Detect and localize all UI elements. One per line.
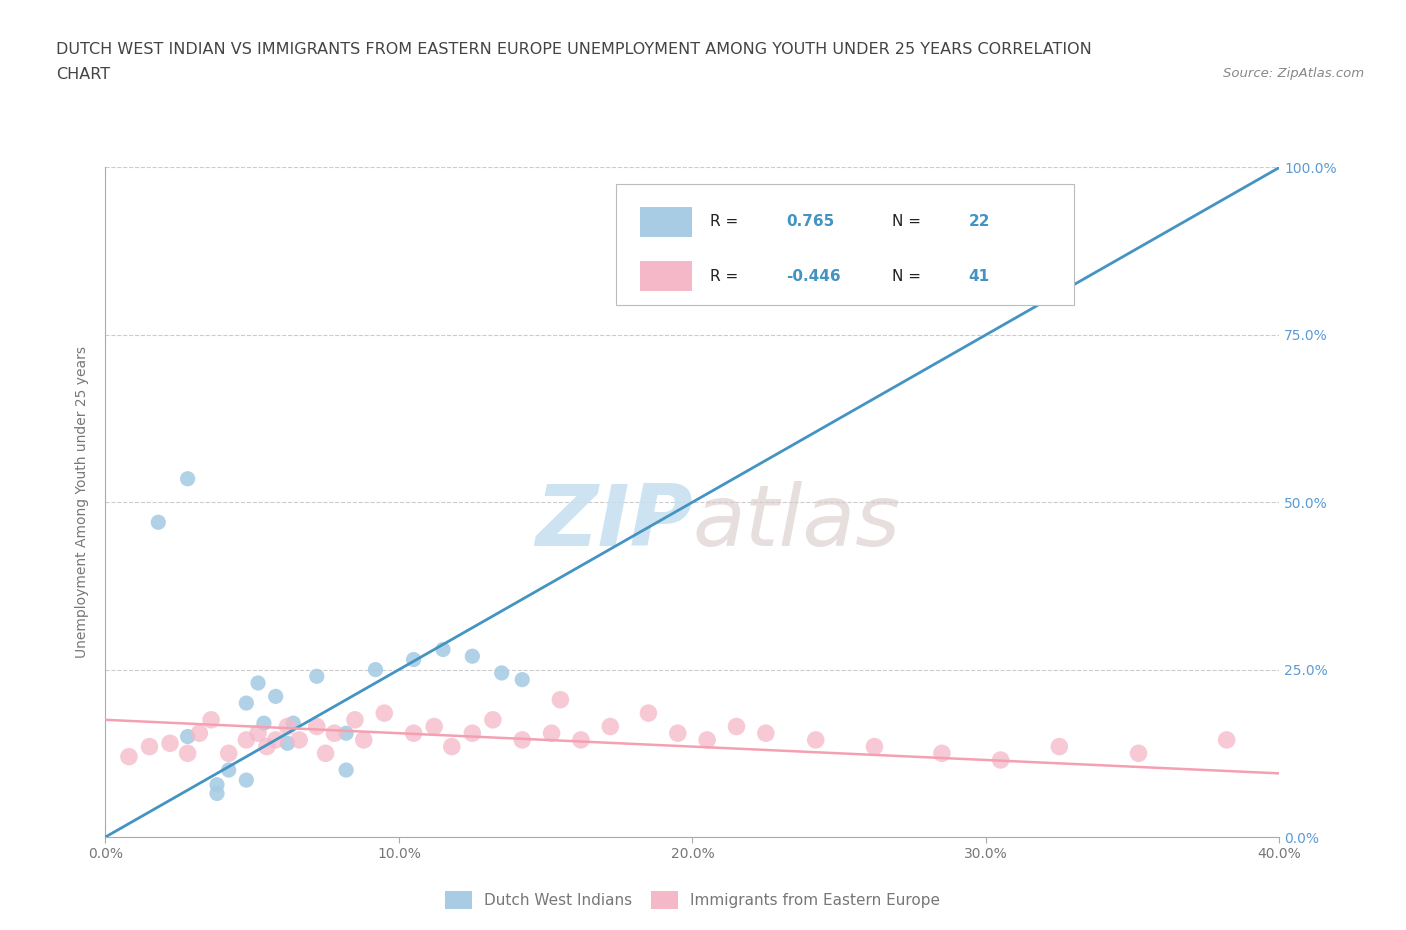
- Point: [305, 719, 328, 734]
- Point: [305, 669, 328, 684]
- Point: [432, 642, 454, 657]
- Text: Source: ZipAtlas.com: Source: ZipAtlas.com: [1223, 67, 1364, 80]
- Point: [264, 733, 287, 748]
- Point: [423, 719, 446, 734]
- Text: CHART: CHART: [56, 67, 110, 82]
- Point: [288, 733, 311, 748]
- Point: [402, 725, 425, 740]
- Point: [276, 736, 298, 751]
- Point: [666, 725, 689, 740]
- Point: [461, 725, 484, 740]
- Point: [315, 746, 337, 761]
- Point: [253, 716, 276, 731]
- Point: [402, 652, 425, 667]
- Point: [725, 719, 748, 734]
- FancyBboxPatch shape: [640, 206, 692, 237]
- Point: [247, 675, 270, 690]
- Text: DUTCH WEST INDIAN VS IMMIGRANTS FROM EASTERN EUROPE UNEMPLOYMENT AMONG YOUTH UND: DUTCH WEST INDIAN VS IMMIGRANTS FROM EAS…: [56, 42, 1092, 57]
- Point: [138, 739, 160, 754]
- Point: [176, 729, 198, 744]
- Text: atlas: atlas: [692, 481, 900, 564]
- Point: [755, 725, 778, 740]
- Point: [235, 696, 257, 711]
- Point: [188, 725, 211, 740]
- Point: [550, 692, 572, 707]
- Point: [353, 733, 375, 748]
- Point: [510, 672, 533, 687]
- Text: R =: R =: [710, 269, 744, 284]
- Text: R =: R =: [710, 214, 744, 229]
- Point: [343, 712, 366, 727]
- Point: [218, 746, 240, 761]
- Point: [283, 716, 305, 731]
- Point: [1215, 733, 1237, 748]
- Point: [569, 733, 592, 748]
- Point: [159, 736, 181, 751]
- Point: [599, 719, 621, 734]
- Point: [510, 733, 533, 748]
- Y-axis label: Unemployment Among Youth under 25 years: Unemployment Among Youth under 25 years: [76, 346, 90, 658]
- Point: [205, 786, 228, 801]
- Text: 41: 41: [969, 269, 990, 284]
- Point: [540, 725, 562, 740]
- Point: [461, 649, 484, 664]
- Point: [440, 739, 463, 754]
- Point: [264, 689, 287, 704]
- Text: -0.446: -0.446: [786, 269, 841, 284]
- Point: [118, 750, 141, 764]
- Point: [482, 712, 505, 727]
- Point: [364, 662, 387, 677]
- Point: [176, 746, 198, 761]
- Point: [247, 725, 270, 740]
- FancyBboxPatch shape: [616, 184, 1074, 305]
- Point: [200, 712, 222, 727]
- Point: [235, 733, 257, 748]
- Point: [276, 719, 298, 734]
- Point: [256, 739, 278, 754]
- FancyBboxPatch shape: [640, 261, 692, 291]
- Point: [148, 515, 170, 530]
- Point: [1047, 739, 1070, 754]
- Text: 0.765: 0.765: [786, 214, 835, 229]
- Point: [804, 733, 827, 748]
- Point: [323, 725, 346, 740]
- Text: N =: N =: [891, 269, 927, 284]
- Point: [205, 777, 228, 792]
- Point: [637, 706, 659, 721]
- Point: [491, 666, 513, 681]
- Point: [218, 763, 240, 777]
- Point: [990, 752, 1012, 767]
- Text: 22: 22: [969, 214, 990, 229]
- Point: [335, 763, 357, 777]
- Text: N =: N =: [891, 214, 927, 229]
- Point: [335, 725, 357, 740]
- Point: [696, 733, 718, 748]
- Point: [1128, 746, 1150, 761]
- Point: [931, 746, 953, 761]
- Text: ZIP: ZIP: [534, 481, 692, 564]
- Legend: Dutch West Indians, Immigrants from Eastern Europe: Dutch West Indians, Immigrants from East…: [437, 884, 948, 916]
- Point: [235, 773, 257, 788]
- Point: [176, 472, 198, 486]
- Point: [373, 706, 395, 721]
- Point: [863, 739, 886, 754]
